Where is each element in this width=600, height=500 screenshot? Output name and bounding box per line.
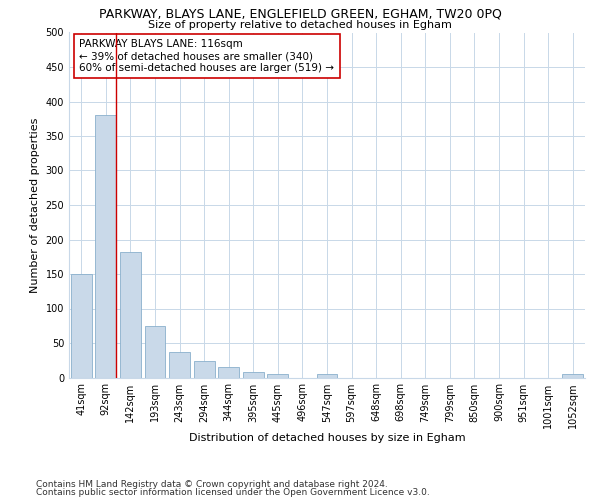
Y-axis label: Number of detached properties: Number of detached properties <box>30 118 40 292</box>
Bar <box>71 274 92 378</box>
Text: Contains HM Land Registry data © Crown copyright and database right 2024.: Contains HM Land Registry data © Crown c… <box>36 480 388 489</box>
Text: PARKWAY BLAYS LANE: 116sqm
← 39% of detached houses are smaller (340)
60% of sem: PARKWAY BLAYS LANE: 116sqm ← 39% of deta… <box>79 40 334 72</box>
Bar <box>268 374 289 378</box>
Bar <box>194 361 215 378</box>
Bar <box>317 374 337 378</box>
Bar <box>145 326 166 378</box>
Bar <box>218 367 239 378</box>
Text: Size of property relative to detached houses in Egham: Size of property relative to detached ho… <box>148 20 452 30</box>
Bar <box>169 352 190 378</box>
Bar <box>562 374 583 378</box>
Text: PARKWAY, BLAYS LANE, ENGLEFIELD GREEN, EGHAM, TW20 0PQ: PARKWAY, BLAYS LANE, ENGLEFIELD GREEN, E… <box>98 8 502 20</box>
Bar <box>120 252 141 378</box>
Bar <box>243 372 264 378</box>
X-axis label: Distribution of detached houses by size in Egham: Distribution of detached houses by size … <box>188 434 466 444</box>
Text: Contains public sector information licensed under the Open Government Licence v3: Contains public sector information licen… <box>36 488 430 497</box>
Bar <box>95 116 116 378</box>
